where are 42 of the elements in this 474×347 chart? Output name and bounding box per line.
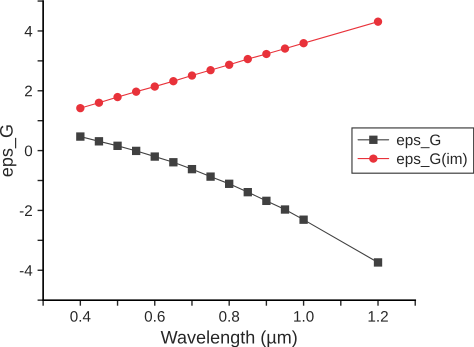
legend-label: eps_G(im) (396, 152, 467, 168)
point (206, 172, 215, 181)
point (132, 146, 140, 156)
point (188, 164, 196, 174)
point (94, 98, 104, 107)
point (299, 39, 308, 48)
point (150, 82, 159, 91)
point (169, 77, 178, 86)
point (244, 188, 252, 196)
x-tick-label: 1.2 (368, 310, 388, 322)
point (299, 216, 308, 224)
x-tick-label: 1.0 (294, 310, 314, 322)
y-axis-title: eps_G (0, 125, 16, 176)
point (262, 50, 271, 58)
y-tick-label: -2 (20, 205, 32, 216)
text: 0.4 (70, 310, 91, 322)
point (150, 152, 159, 161)
y-tick-label: 2 (24, 86, 32, 96)
legend-label: eps_G (396, 134, 440, 148)
point (262, 196, 271, 206)
x-axis-title: Wavelength (µm) (160, 330, 297, 347)
point (169, 158, 178, 166)
point (374, 258, 382, 267)
y-tick-label: 4 (24, 26, 32, 36)
point (280, 44, 290, 53)
point (188, 71, 196, 80)
point (94, 137, 104, 146)
x-tick-label: 0.6 (144, 310, 165, 322)
point (113, 142, 122, 150)
point (374, 18, 382, 26)
x-tick-label: 0.8 (219, 310, 240, 322)
point (76, 132, 85, 141)
point (113, 92, 122, 102)
point (225, 60, 234, 69)
point (280, 205, 290, 214)
point (76, 104, 85, 112)
y-tick-label: 0 (24, 145, 32, 156)
point (206, 66, 215, 74)
point (225, 180, 234, 188)
y-tick-label: -4 (20, 265, 32, 276)
point (244, 54, 252, 64)
point (132, 88, 140, 96)
